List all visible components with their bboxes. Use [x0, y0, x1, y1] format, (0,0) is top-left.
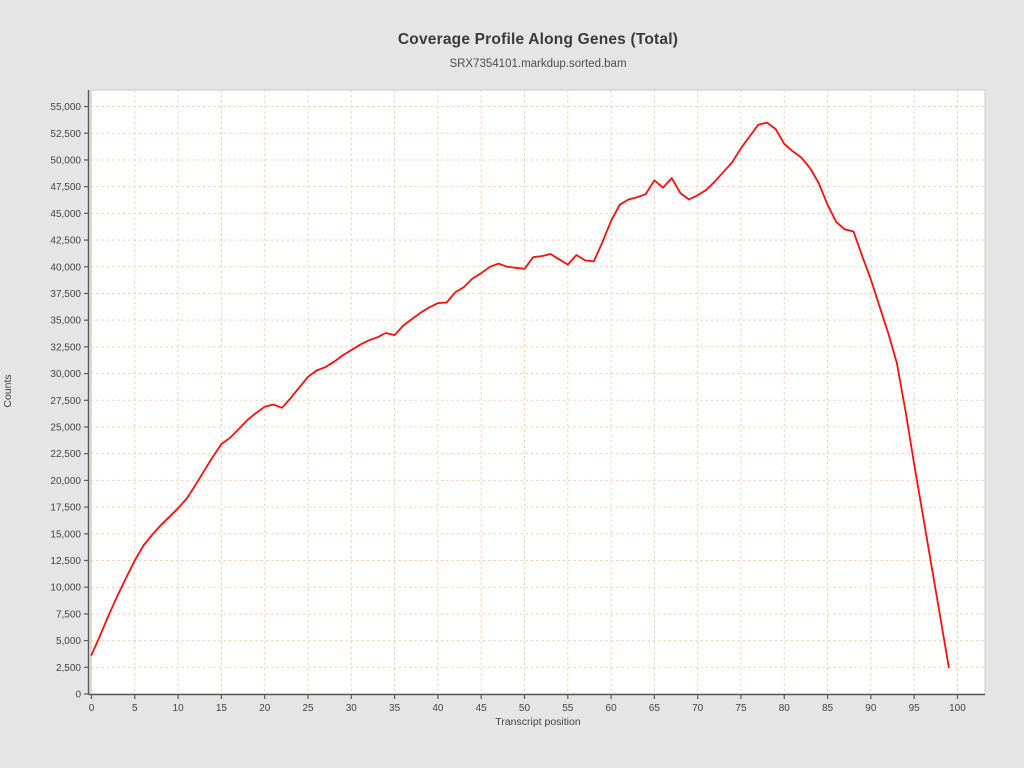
y-tick-label: 0	[75, 690, 81, 701]
x-tick-label: 0	[89, 703, 95, 714]
x-tick-label: 70	[692, 703, 704, 714]
y-tick-label: 17,500	[50, 503, 81, 514]
x-tick-label: 65	[649, 703, 661, 714]
y-tick-label: 35,000	[50, 316, 81, 327]
y-tick-label: 12,500	[50, 556, 81, 567]
x-tick-label: 35	[389, 703, 401, 714]
y-tick-label: 42,500	[50, 236, 81, 247]
x-tick-label: 5	[132, 703, 138, 714]
y-tick-label: 2,500	[56, 663, 81, 674]
x-tick-label: 10	[173, 703, 185, 714]
y-tick-label: 7,500	[56, 609, 81, 620]
y-tick-label: 15,000	[50, 529, 81, 540]
x-tick-label: 25	[302, 703, 314, 714]
y-tick-label: 45,000	[50, 209, 81, 220]
y-tick-label: 50,000	[50, 155, 81, 166]
x-tick-label: 100	[949, 703, 966, 714]
y-tick-label: 25,000	[50, 422, 81, 433]
y-tick-label: 27,500	[50, 396, 81, 407]
y-tick-label: 47,500	[50, 182, 81, 193]
plot-area	[90, 89, 986, 695]
x-tick-label: 40	[432, 703, 444, 714]
x-tick-label: 60	[606, 703, 618, 714]
x-tick-label: 30	[346, 703, 358, 714]
y-tick-label: 5,000	[56, 636, 81, 647]
x-tick-label: 80	[779, 703, 791, 714]
x-tick-label: 75	[735, 703, 747, 714]
y-tick-label: 20,000	[50, 476, 81, 487]
y-tick-label: 30,000	[50, 369, 81, 380]
y-tick-label: 10,000	[50, 583, 81, 594]
y-tick-label: 52,500	[50, 129, 81, 140]
y-tick-label: 32,500	[50, 342, 81, 353]
chart-title: Coverage Profile Along Genes (Total)	[397, 31, 679, 48]
y-tick-label: 22,500	[50, 449, 81, 460]
x-tick-label: 20	[259, 703, 271, 714]
chart-subtitle: SRX7354101.markdup.sorted.bam	[449, 58, 627, 70]
x-tick-label: 50	[519, 703, 531, 714]
x-tick-label: 90	[865, 703, 877, 714]
x-tick-label: 15	[216, 703, 228, 714]
y-tick-label: 55,000	[50, 102, 81, 113]
x-tick-label: 45	[476, 703, 488, 714]
y-tick-label: 37,500	[50, 289, 81, 300]
y-tick-label: 40,000	[50, 262, 81, 273]
x-tick-label: 85	[822, 703, 834, 714]
y-axis-label: Counts	[2, 374, 14, 408]
coverage-profile-line	[90, 121, 950, 669]
x-tick-label: 55	[562, 703, 574, 714]
x-axis-label: Transcript position	[495, 716, 581, 728]
x-tick-label: 95	[909, 703, 921, 714]
